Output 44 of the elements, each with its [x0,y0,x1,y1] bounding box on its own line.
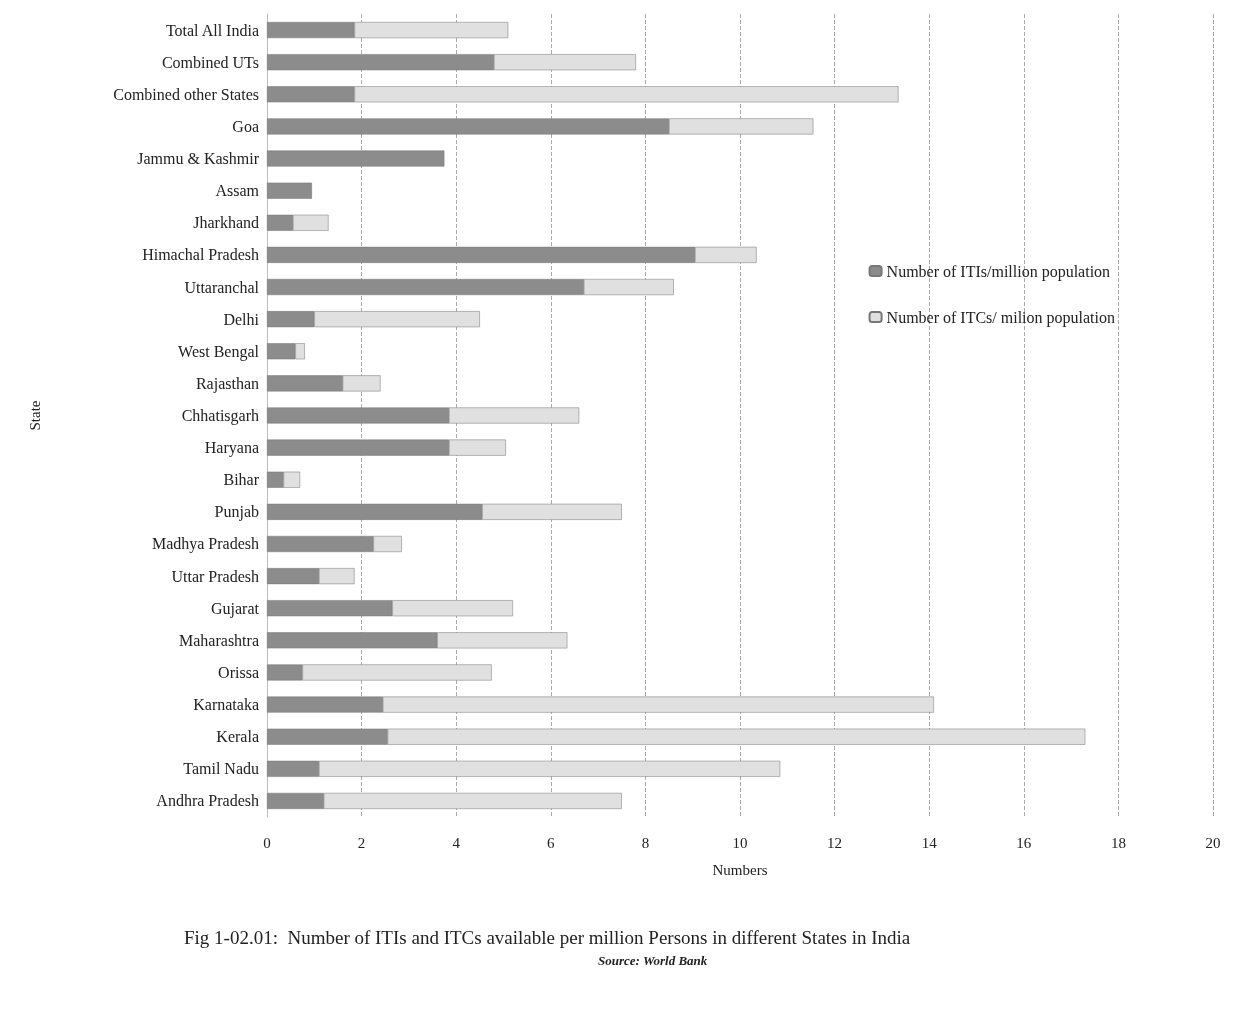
source-note: Source: World Bank [598,953,708,968]
y-tick-label: Bihar [223,471,260,489]
x-tick-label: 0 [263,834,271,851]
y-tick-label: Gujarat [211,599,260,618]
y-tick-label: West Bengal [178,342,260,361]
bar [267,150,445,167]
y-tick-label: Kerala [216,728,259,746]
y-tick-label: Total All India [165,21,259,39]
y-tick-label: Uttar Pradesh [171,567,259,585]
y-tick-label: Karnataka [193,696,259,714]
x-tick-label: 2 [357,834,366,851]
y-tick-label: Assam [215,182,260,200]
y-tick-label: Maharashtra [179,631,259,649]
y-tick-label: Rajasthan [195,374,259,393]
y-tick-label: Jharkhand [193,214,259,232]
text: Fig 1-02.01: Number of ITIs and ITCs available per million Persons in different States in India [184,926,911,948]
x-tick-label: 10 [732,834,748,851]
x-axis-title: Numbers [712,861,768,878]
y-tick-label: Uttaranchal [184,278,260,296]
y-tick-label: Himachal Pradesh [142,246,259,264]
y-axis-title: State [26,400,43,431]
x-tick-label: 8 [641,834,650,851]
y-tick-label: Punjab [214,503,259,522]
y-tick-label: Chhatisgarh [181,407,259,425]
y-tick-label: Combined other States [113,85,259,103]
y-tick-label: Andhra Pradesh [156,792,259,810]
x-tick-label: 6 [547,834,556,851]
y-tick-label: Jammu & Kashmir [137,150,260,168]
x-tick-label: 12 [827,834,843,851]
x-tick-label: 18 [1110,834,1126,851]
y-tick-label: Madhya Pradesh [151,535,259,554]
x-tick-label: 16 [1016,834,1032,851]
bar [267,182,312,199]
legend-label: Number of ITIs/million population [886,262,1111,281]
y-tick-label: Combined UTs [161,53,259,71]
x-tick-label: 14 [921,834,938,851]
x-tick-label: 20 [1205,834,1221,851]
y-tick-label: Goa [232,117,259,135]
y-tick-label: Haryana [204,439,259,458]
x-tick-label: 4 [452,834,461,851]
y-tick-label: Orissa [218,663,259,681]
y-tick-label: Delhi [223,310,260,328]
legend-label: Number of ITCs/ milion population [886,308,1115,327]
y-tick-label: Tamil Nadu [183,760,259,778]
